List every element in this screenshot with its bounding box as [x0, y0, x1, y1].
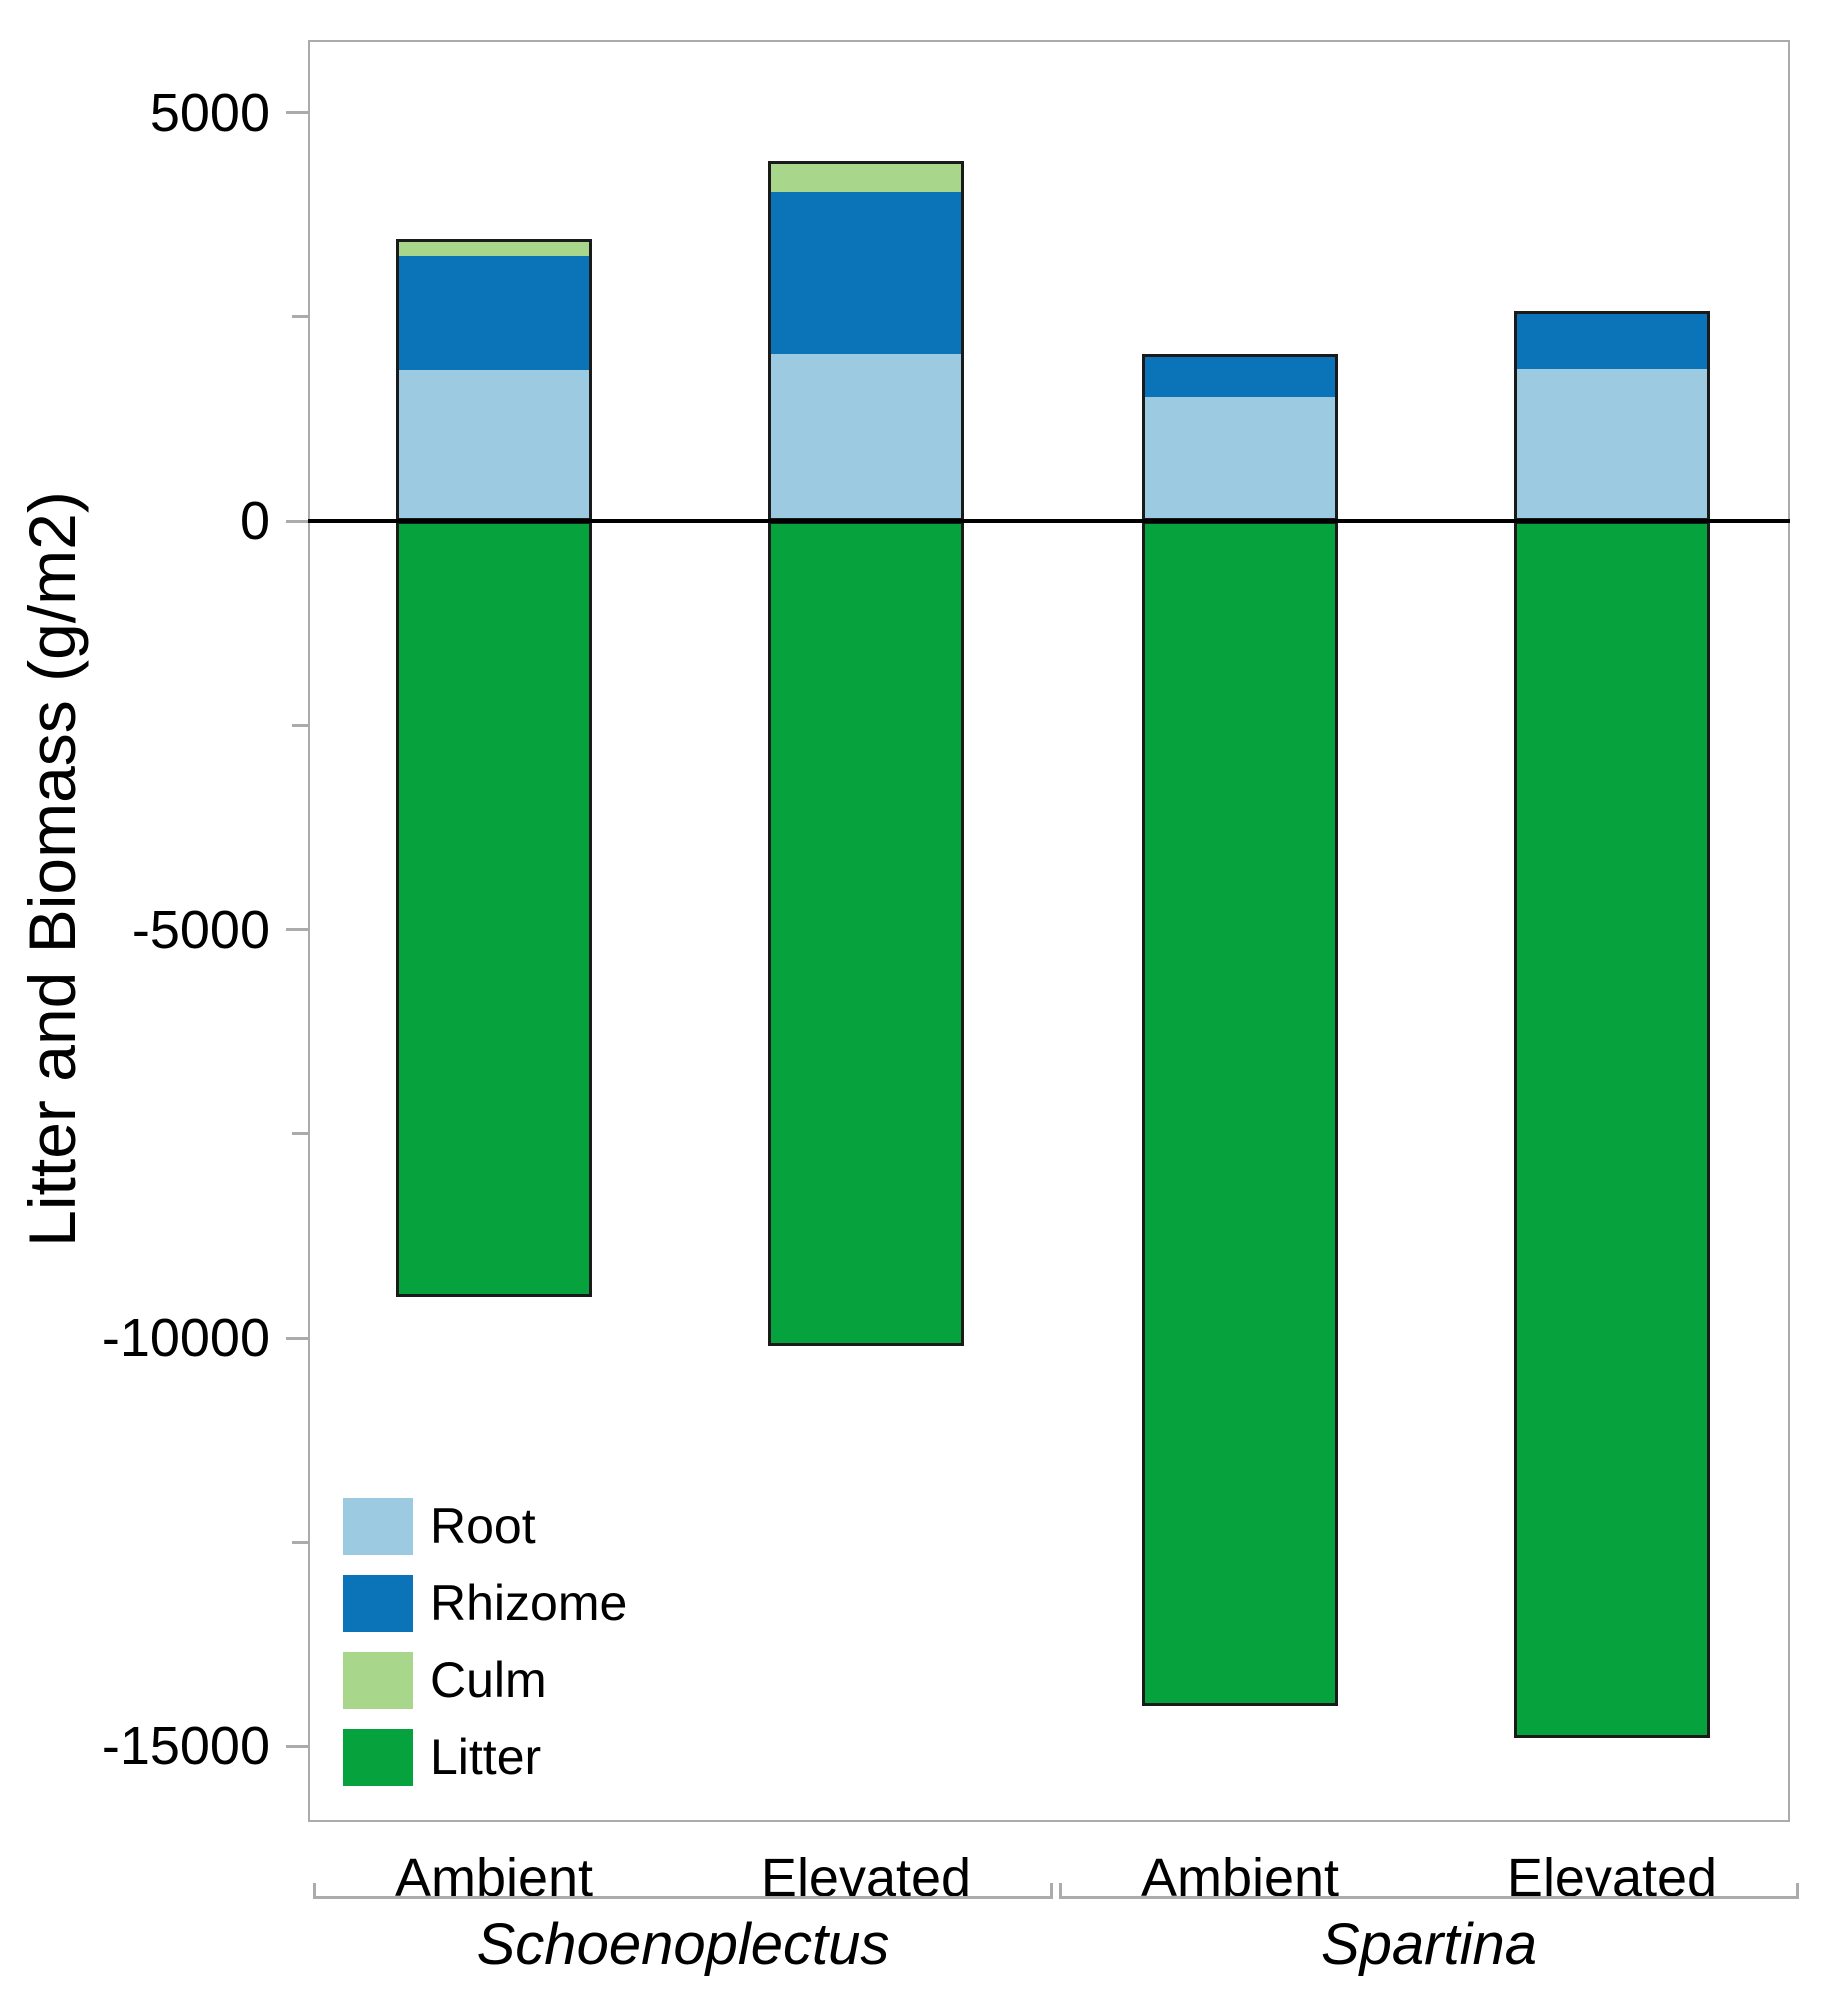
- bar-segment-litter: [1514, 521, 1710, 1739]
- legend-swatch-litter: [343, 1729, 413, 1786]
- y-axis-tick-label: -15000: [101, 1716, 270, 1777]
- group-bracket-end-right: [1050, 1883, 1053, 1899]
- bar-outline: [768, 160, 964, 522]
- legend-label-rhizome: Rhizome: [430, 1575, 628, 1631]
- bar-segment-litter: [768, 521, 964, 1347]
- y-axis-tick-label: 5000: [149, 82, 270, 143]
- x-tick-label-ambient-0: Ambient: [394, 1848, 594, 1908]
- species-label-spartina: Spartina: [1320, 1912, 1538, 1977]
- legend-swatch-culm: [343, 1652, 413, 1709]
- bar-segment-culm: [396, 239, 592, 257]
- bar-segment-root: [1142, 396, 1338, 522]
- bar-segment-rhizome: [1142, 354, 1338, 397]
- y-axis-minor-tick: [292, 315, 308, 319]
- x-tick-label-ambient-1: Ambient: [1140, 1848, 1340, 1908]
- y-axis-minor-tick: [292, 1540, 308, 1544]
- group-bracket: [1059, 1896, 1799, 1899]
- zero-line: [308, 519, 1790, 524]
- bar-outline: [396, 239, 592, 522]
- group-bracket: [313, 1896, 1053, 1899]
- bar-outline: [1142, 354, 1338, 522]
- bar-segment-rhizome: [396, 256, 592, 370]
- bar-segment-root: [396, 370, 592, 522]
- y-axis-major-tick: [286, 1744, 308, 1748]
- bar-segment-root: [768, 354, 964, 522]
- bar-segment-litter: [1142, 521, 1338, 1706]
- legend-swatch-root: [343, 1498, 413, 1555]
- y-axis-major-tick: [286, 519, 308, 523]
- x-tick-label-elevated-0: Elevated: [760, 1848, 972, 1908]
- legend-label-litter: Litter: [430, 1729, 542, 1785]
- legend-swatch-rhizome: [343, 1575, 413, 1632]
- species-label-schoenoplectus: Schoenoplectus: [476, 1912, 890, 1977]
- y-axis-major-tick: [286, 928, 308, 932]
- legend-label-root: Root: [430, 1498, 536, 1554]
- x-tick-label-elevated-1: Elevated: [1506, 1848, 1718, 1908]
- y-axis-tick-label: 0: [239, 491, 270, 552]
- y-axis-tick-label: -5000: [131, 899, 270, 960]
- bar-segment-rhizome: [1514, 311, 1710, 370]
- bar-segment-litter: [396, 521, 592, 1298]
- y-axis-minor-tick: [292, 1132, 308, 1136]
- y-axis-minor-tick: [292, 723, 308, 727]
- bar-segment-root: [1514, 369, 1710, 522]
- bar-segment-rhizome: [768, 191, 964, 355]
- bar-outline: [1514, 311, 1710, 522]
- legend-label-culm: Culm: [430, 1652, 547, 1708]
- group-bracket-end-left: [313, 1883, 316, 1899]
- group-bracket-end-left: [1059, 1883, 1062, 1899]
- y-axis-tick-label: -10000: [101, 1308, 270, 1368]
- bar-segment-culm: [768, 160, 964, 192]
- y-axis-major-tick: [286, 1336, 308, 1340]
- y-axis-major-tick: [286, 111, 308, 115]
- group-bracket-end-right: [1796, 1883, 1799, 1899]
